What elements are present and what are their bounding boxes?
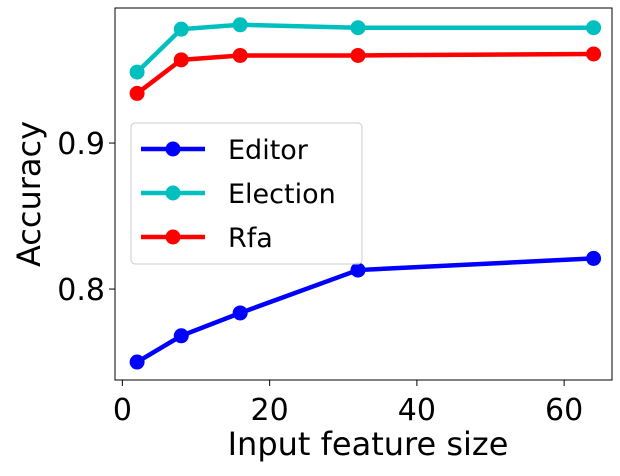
data-point: [232, 47, 248, 63]
x-tick-label: 20: [251, 393, 289, 428]
series-line: [135, 51, 594, 96]
legend-label: Election: [228, 179, 336, 210]
data-point: [173, 52, 189, 68]
data-point: [586, 20, 602, 36]
legend: Editor Election Rfa: [130, 122, 363, 265]
x-axis-label: Input feature size: [228, 425, 509, 463]
legend-label: Editor: [228, 135, 309, 166]
data-point: [232, 305, 248, 321]
x-tick-label: 0: [113, 393, 132, 428]
data-point: [129, 85, 145, 101]
legend-box: [130, 122, 363, 265]
plot-area: [114, 7, 613, 381]
data-point: [350, 47, 366, 63]
data-point: [232, 17, 248, 33]
data-point: [586, 46, 602, 62]
legend-marker: [165, 229, 181, 245]
data-point: [350, 262, 366, 278]
data-point: [173, 328, 189, 344]
series-line: [135, 22, 594, 74]
legend-marker: [165, 185, 181, 201]
series-line: [135, 256, 594, 364]
data-point: [586, 250, 602, 266]
data-point: [129, 354, 145, 370]
x-tick-label: 40: [398, 393, 436, 428]
y-axis-label: Accuracy: [10, 121, 48, 267]
x-tick-label: 60: [545, 393, 583, 428]
y-tick-label: 0.8: [57, 273, 105, 308]
legend-marker: [165, 141, 181, 157]
y-tick-label: 0.9: [57, 127, 105, 162]
data-point: [173, 21, 189, 37]
data-point: [129, 64, 145, 80]
legend-label: Rfa: [228, 223, 273, 254]
data-point: [350, 20, 366, 36]
